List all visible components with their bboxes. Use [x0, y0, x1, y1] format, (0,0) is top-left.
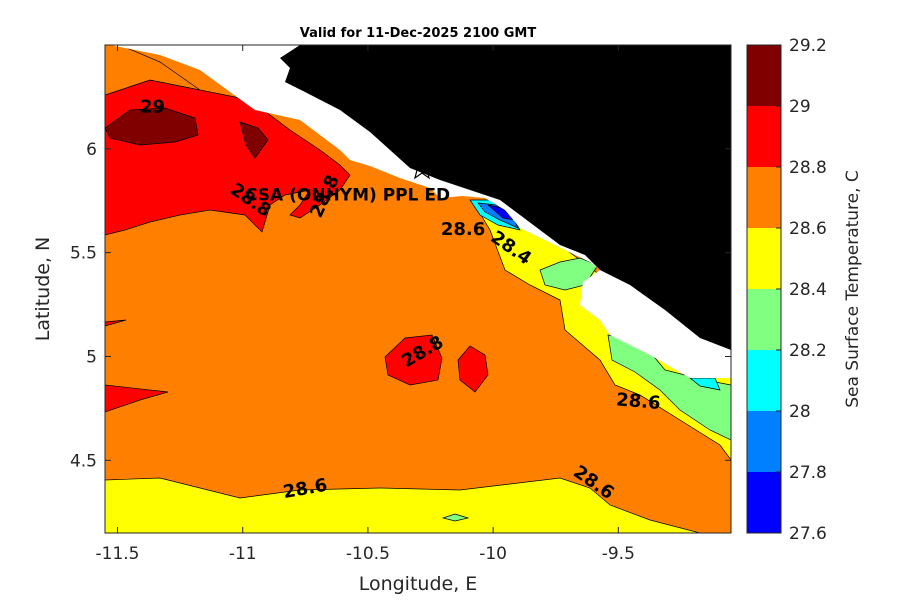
- sst-region-27.8-28.0: [477, 202, 519, 229]
- colorbar-tick-label: 28.4: [789, 280, 827, 300]
- y-tick-label: 6: [86, 140, 97, 160]
- x-axis-title: Longitude, E: [359, 573, 478, 595]
- x-axis: -11.5 -11 -10.5 -10 -9.5: [96, 45, 635, 564]
- colorbar-tick-label: 28.8: [789, 158, 827, 178]
- sst-region-29.0-29.2: [105, 107, 199, 146]
- x-tick-label: -11.5: [96, 544, 140, 564]
- colorbar-tick-label: 28.6: [789, 219, 827, 239]
- x-tick-label: -10: [479, 544, 507, 564]
- colorbar-segment: [747, 472, 781, 533]
- contour-label: 29: [140, 96, 165, 117]
- station-label: CSA (ONHYM) PPL ED: [245, 186, 450, 206]
- colorbar-tick-label: 28.2: [789, 341, 827, 361]
- colorbar-segment: [747, 228, 781, 289]
- colorbar-segment: [747, 411, 781, 472]
- sst-region-w2-28.8-29.0: [105, 319, 127, 327]
- y-tick-label: 5.5: [70, 244, 97, 264]
- colorbar-tick-label: 29: [789, 97, 811, 117]
- contour-label: 28.6: [615, 389, 661, 414]
- chart-title: Valid for 11-Dec-2025 2100 GMT: [300, 26, 537, 41]
- y-tick-label: 4.5: [70, 451, 97, 471]
- x-tick-label: -9.5: [602, 544, 635, 564]
- colorbar-segment: [747, 106, 781, 167]
- sst-region-w-28.8-29.0: [105, 384, 169, 413]
- colorbar: 27.6 27.8 28 28.2 28.4 28.6 28.8 29 29.2: [746, 36, 827, 544]
- colorbar-tick-label: 29.2: [789, 36, 827, 56]
- x-tick-label: -10.5: [346, 544, 390, 564]
- y-tick-label: 5: [86, 347, 97, 367]
- colorbar-segment: [747, 289, 781, 350]
- colorbar-tick-label: 27.6: [789, 524, 827, 544]
- contour-label: 28.6: [441, 219, 485, 240]
- colorbar-tick-label: 27.8: [789, 463, 827, 483]
- station-star-icon: [409, 155, 435, 180]
- sst-region-south-28.4-28.6: [105, 477, 701, 533]
- sst-region-29.0-29.2-b: [239, 121, 269, 159]
- plot-frame: [104, 44, 732, 534]
- colorbar-segment: [747, 167, 781, 228]
- sst-spot-28.2-28.4: [441, 513, 470, 522]
- sst-region-nw-corner: [105, 45, 201, 96]
- colorbar-tick-label: 28: [789, 402, 811, 422]
- sst-eddy-a-28.8-29.0: [384, 334, 443, 386]
- colorbar-segment: [747, 45, 781, 106]
- y-axis: 4.5 5 5.5 6: [70, 140, 731, 471]
- y-axis-title: Latitude, N: [32, 237, 54, 342]
- colorbar-label: Sea Surface Temperature, C: [843, 170, 863, 408]
- land-mass: [280, 45, 731, 350]
- sst-eddy-b-28.8-29.0: [457, 345, 489, 393]
- x-tick-label: -11: [229, 544, 257, 564]
- nodata-coastal-strip: [110, 45, 731, 378]
- sst-region-28.2-28.4-b: [607, 334, 731, 441]
- colorbar-segment: [747, 350, 781, 411]
